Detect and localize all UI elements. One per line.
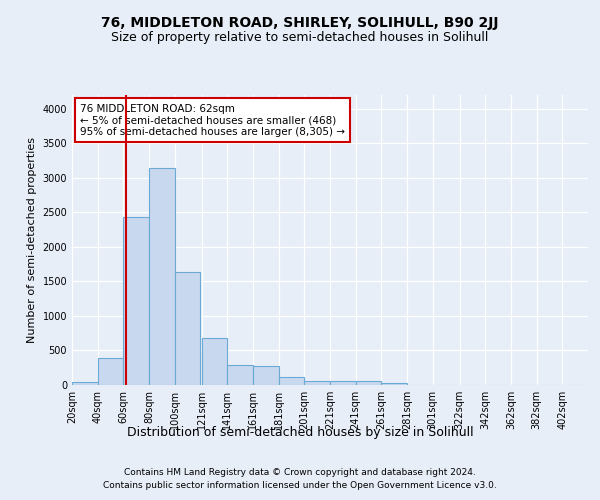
Bar <box>356 381 382 385</box>
Bar <box>202 338 227 385</box>
Bar <box>175 272 200 385</box>
Bar <box>304 380 330 385</box>
Bar <box>124 217 149 385</box>
Y-axis label: Number of semi-detached properties: Number of semi-detached properties <box>27 137 37 343</box>
Text: Size of property relative to semi-detached houses in Solihull: Size of property relative to semi-detach… <box>112 31 488 44</box>
Bar <box>253 366 278 385</box>
Bar <box>98 358 124 385</box>
Text: 76 MIDDLETON ROAD: 62sqm
← 5% of semi-detached houses are smaller (468)
95% of s: 76 MIDDLETON ROAD: 62sqm ← 5% of semi-de… <box>80 104 345 137</box>
Text: Contains public sector information licensed under the Open Government Licence v3: Contains public sector information licen… <box>103 482 497 490</box>
Bar <box>330 381 356 385</box>
Bar <box>227 365 253 385</box>
Bar <box>149 168 175 385</box>
Bar <box>72 382 98 385</box>
Bar <box>382 383 407 385</box>
Text: Distribution of semi-detached houses by size in Solihull: Distribution of semi-detached houses by … <box>127 426 473 439</box>
Bar <box>278 377 304 385</box>
Text: 76, MIDDLETON ROAD, SHIRLEY, SOLIHULL, B90 2JJ: 76, MIDDLETON ROAD, SHIRLEY, SOLIHULL, B… <box>101 16 499 30</box>
Text: Contains HM Land Registry data © Crown copyright and database right 2024.: Contains HM Land Registry data © Crown c… <box>124 468 476 477</box>
